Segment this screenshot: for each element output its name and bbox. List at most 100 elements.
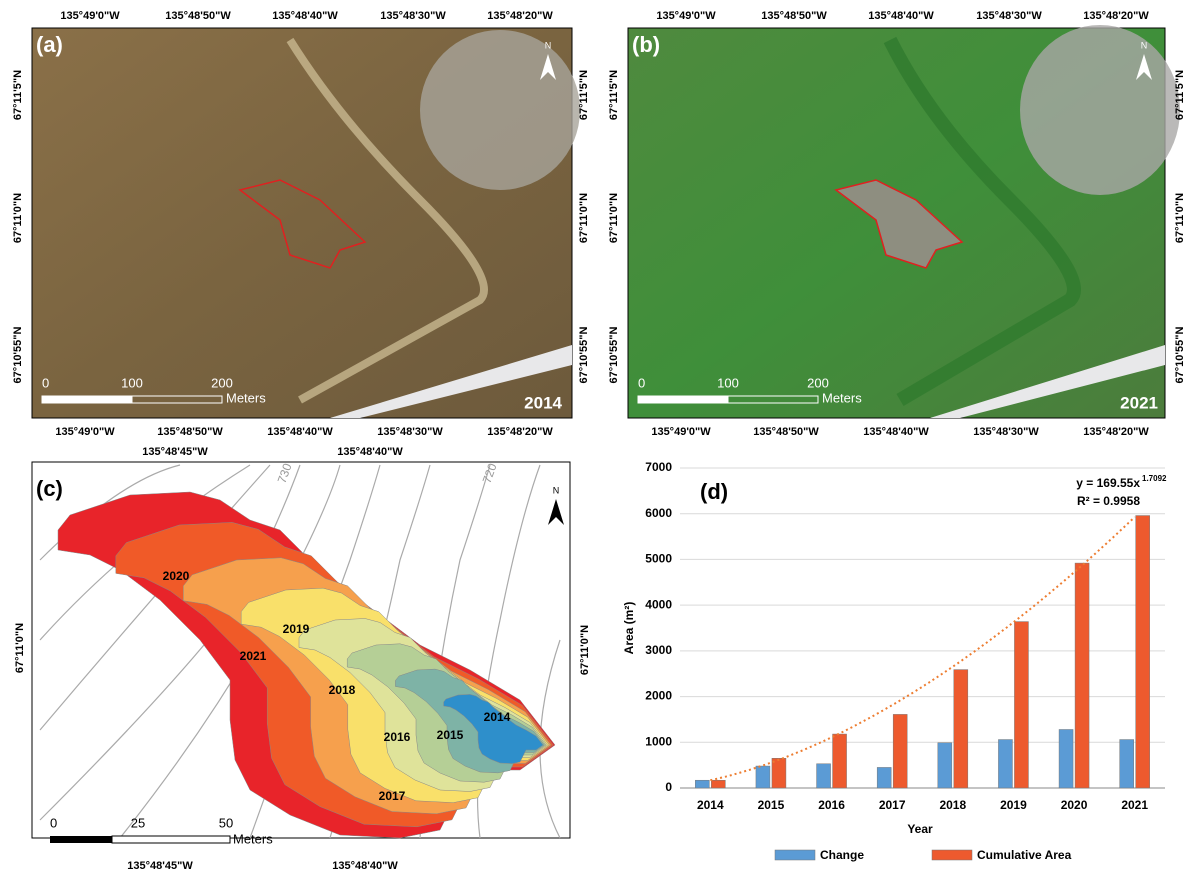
bar <box>877 767 891 788</box>
north-arrow: N <box>545 40 552 50</box>
coord-label: 135°49'0"W <box>55 426 115 438</box>
x-tick-label: 2015 <box>758 798 785 812</box>
satellite-image-b <box>628 25 1180 418</box>
bar <box>893 714 907 788</box>
scale-bar <box>50 836 112 843</box>
scale-label: 200 <box>211 375 233 390</box>
bar <box>998 740 1012 788</box>
year-label: 2021 <box>1120 393 1158 412</box>
satellite-image-a <box>32 28 580 418</box>
x-tick-label: 2019 <box>1000 798 1027 812</box>
y-tick-label: 1000 <box>645 734 672 748</box>
year-label: 2018 <box>329 683 356 697</box>
coord-label: 135°48'50"W <box>761 10 827 22</box>
scale-label: 200 <box>807 375 829 390</box>
scale-label: 100 <box>121 375 143 390</box>
scale-label: 50 <box>219 815 233 830</box>
scale-bar <box>638 396 728 403</box>
y-tick-label: 4000 <box>645 597 672 611</box>
x-tick-label: 2017 <box>879 798 906 812</box>
scale-unit: Meters <box>233 831 273 846</box>
scale-bar <box>112 836 230 843</box>
y-tick-label: 2000 <box>645 689 672 703</box>
coord-label: 135°48'20"W <box>1083 426 1149 438</box>
panel-label: (a) <box>36 32 63 57</box>
coord-label: 135°48'20"W <box>1083 10 1149 22</box>
year-label: 2020 <box>163 569 190 583</box>
legend-swatch <box>932 850 972 860</box>
trend-r2: R² = 0.9958 <box>1077 494 1140 508</box>
coord-label: 135°48'30"W <box>976 10 1042 22</box>
coord-label: 135°48'20"W <box>487 426 553 438</box>
year-label: 2019 <box>283 622 310 636</box>
scale-bar <box>42 396 132 403</box>
bar <box>711 780 725 788</box>
coord-label: 135°48'20"W <box>487 10 553 22</box>
coord-label: 67°11'5"N <box>12 70 24 120</box>
y-axis-title: Area (m²) <box>622 602 636 655</box>
year-label: 2016 <box>384 730 411 744</box>
year-label: 2014 <box>484 710 511 724</box>
coord-label: 67°11'0"N <box>579 625 591 675</box>
figure: (d) y = 169.55x 1.7092 R² = 0.9958 Area … <box>0 0 1195 873</box>
coord-label: 135°48'30"W <box>973 426 1039 438</box>
bar <box>1136 516 1150 788</box>
bar <box>817 764 831 788</box>
bar <box>1059 729 1073 788</box>
coord-label: 135°48'50"W <box>753 426 819 438</box>
x-tick-label: 2014 <box>697 798 724 812</box>
trend-exponent: 1.7092 <box>1142 474 1167 483</box>
legend-label: Change <box>820 848 864 862</box>
coord-label: 135°48'50"W <box>165 10 231 22</box>
coord-label: 135°48'50"W <box>157 426 223 438</box>
year-label: 2015 <box>437 728 464 742</box>
bar <box>954 670 968 788</box>
scale-label: 100 <box>717 375 739 390</box>
coord-label: 135°48'45"W <box>127 860 193 872</box>
coord-label: 135°48'30"W <box>377 426 443 438</box>
scale-label: 0 <box>638 375 645 390</box>
panel-label: (c) <box>36 476 63 501</box>
bar <box>1120 740 1134 788</box>
year-label: 2021 <box>240 649 267 663</box>
coord-label: 67°11'0"N <box>12 193 24 243</box>
coord-label: 67°11'5"N <box>578 70 590 120</box>
scale-label: 0 <box>42 375 49 390</box>
bar <box>1075 563 1089 788</box>
bar <box>938 743 952 788</box>
coord-label: 67°11'0"N <box>608 193 620 243</box>
bar <box>1014 622 1028 788</box>
coord-label: 67°11'5"N <box>608 70 620 120</box>
x-axis-title: Year <box>907 822 933 836</box>
coord-label: 135°48'40"W <box>267 426 333 438</box>
x-tick-label: 2020 <box>1061 798 1088 812</box>
coord-label: 135°49'0"W <box>60 10 120 22</box>
year-label: 2017 <box>379 789 406 803</box>
chart <box>680 468 1165 788</box>
panel-label: (d) <box>700 479 728 504</box>
coord-label: 67°10'55"N <box>608 327 620 384</box>
coord-label: 67°11'0"N <box>14 623 26 673</box>
bar <box>772 758 786 788</box>
legend-swatch <box>775 850 815 860</box>
y-tick-label: 6000 <box>645 506 672 520</box>
coord-label: 135°48'40"W <box>863 426 929 438</box>
coord-label: 135°48'40"W <box>332 860 398 872</box>
north-arrow: N <box>1141 40 1148 50</box>
coord-label: 135°49'0"W <box>651 426 711 438</box>
scale-unit: Meters <box>822 390 862 405</box>
coord-label: 67°10'55"N <box>12 327 24 384</box>
coord-label: 67°10'55"N <box>578 327 590 384</box>
bar <box>756 766 770 788</box>
y-tick-label: 3000 <box>645 643 672 657</box>
trend-equation: y = 169.55x <box>1076 476 1140 490</box>
coord-label: 67°11'0"N <box>1174 193 1186 243</box>
landslide-map <box>32 462 570 838</box>
y-tick-label: 0 <box>665 780 672 794</box>
scale-label: 0 <box>50 815 57 830</box>
panel-label: (b) <box>632 32 660 57</box>
coord-label: 135°48'40"W <box>272 10 338 22</box>
coord-label: 135°48'40"W <box>868 10 934 22</box>
coord-label: 67°10'55"N <box>1174 327 1186 384</box>
coord-label: 135°49'0"W <box>656 10 716 22</box>
